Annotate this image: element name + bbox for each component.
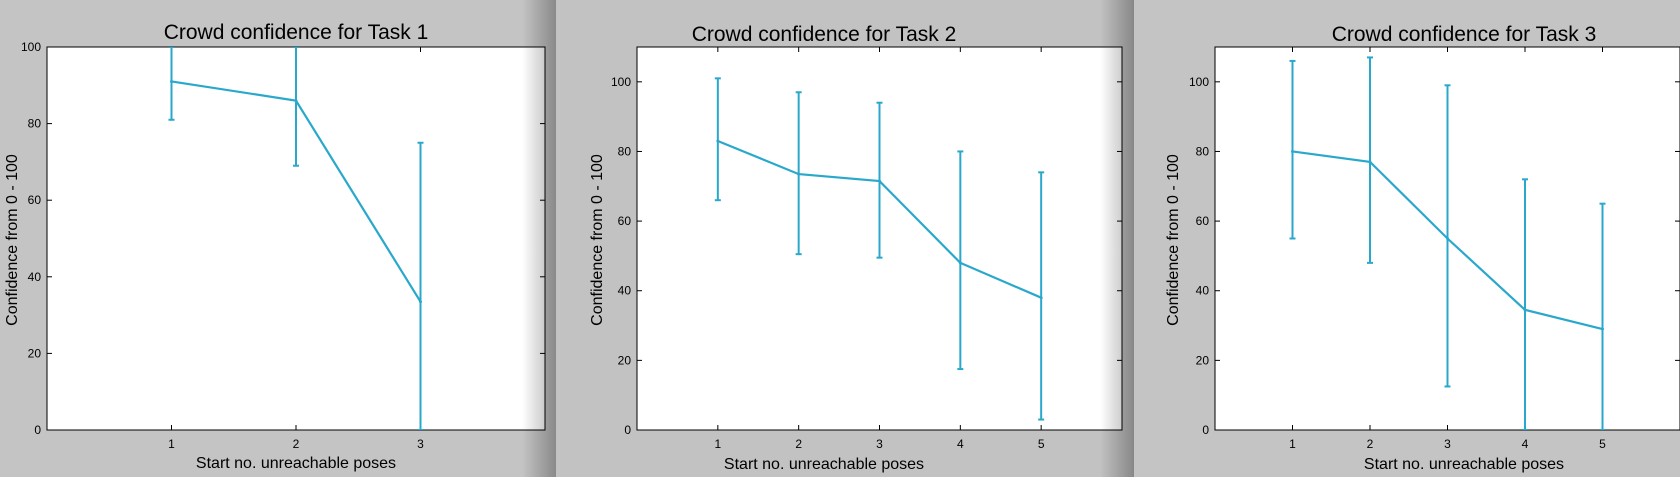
y-tick-label: 100 [21, 40, 41, 54]
data-point [294, 99, 298, 103]
x-tick-label: 3 [876, 437, 883, 451]
x-axis-label: Start no. unreachable poses [1364, 456, 1564, 473]
x-tick-label: 2 [795, 437, 802, 451]
y-tick-label: 0 [34, 423, 41, 437]
data-point [419, 300, 422, 304]
y-tick-label: 0 [1202, 423, 1209, 437]
series-group [714, 77, 1045, 421]
data-point [1368, 160, 1372, 164]
data-point [1446, 237, 1449, 240]
y-tick-label: 80 [1196, 144, 1210, 158]
chart-panel-task-1: Crowd confidence for Task 1 Start no. un… [0, 0, 556, 477]
y-tick-label: 20 [28, 346, 42, 360]
x-tick-label: 1 [168, 437, 175, 451]
x-tick-label: 1 [1289, 437, 1296, 451]
x-tick-label: 4 [957, 437, 964, 451]
data-point [1039, 296, 1043, 300]
chart-title: Crowd confidence for Task 1 [164, 21, 429, 44]
x-tick-label: 2 [293, 437, 300, 451]
chart-panel-task-3: Crowd confidence for Task 3 Start no. un… [1134, 0, 1680, 477]
data-point [878, 179, 881, 183]
y-tick-label: 80 [28, 117, 42, 131]
x-tick-label: 3 [1444, 437, 1451, 451]
y-tick-label: 40 [618, 284, 632, 298]
y-tick-label: 40 [28, 270, 42, 284]
data-point [1601, 327, 1604, 331]
data-point [716, 139, 720, 143]
x-tick-label: 4 [1522, 437, 1529, 451]
y-tick-label: 0 [624, 423, 631, 437]
data-point [958, 261, 962, 265]
x-axis-label: Start no. unreachable poses [196, 455, 396, 472]
chart-title: Crowd confidence for Task 3 [1332, 23, 1597, 46]
y-axis-label: Confidence from 0 - 100 [4, 154, 21, 326]
series-group [1289, 56, 1606, 430]
y-tick-label: 100 [1189, 75, 1209, 89]
y-tick-label: 60 [618, 214, 632, 228]
data-point [170, 79, 173, 83]
x-tick-label: 2 [1367, 437, 1374, 451]
y-tick-label: 80 [618, 144, 632, 158]
y-axis-label: Confidence from 0 - 100 [1165, 154, 1182, 326]
x-tick-label: 5 [1599, 437, 1606, 451]
x-tick-label: 3 [417, 437, 424, 451]
series-group [168, 47, 424, 430]
data-point [797, 172, 801, 176]
chart-svg-task-3: Crowd confidence for Task 3 Start no. un… [1165, 23, 1680, 473]
chart-title: Crowd confidence for Task 2 [692, 23, 957, 46]
y-tick-label: 60 [1196, 214, 1210, 228]
chart-svg-task-1: Crowd confidence for Task 1 Start no. un… [4, 21, 546, 472]
y-tick-label: 40 [1196, 284, 1210, 298]
y-tick-label: 20 [618, 353, 632, 367]
y-tick-label: 60 [28, 193, 42, 207]
chart-panel-task-2: Crowd confidence for Task 2 Start no. un… [556, 0, 1134, 477]
y-axis-label: Confidence from 0 - 100 [589, 154, 606, 326]
y-tick-label: 20 [1196, 353, 1210, 367]
x-tick-label: 1 [714, 437, 721, 451]
y-tick-label: 100 [611, 75, 631, 89]
data-point [1523, 308, 1527, 312]
x-tick-label: 5 [1038, 437, 1045, 451]
data-point [1291, 149, 1294, 153]
x-axis-label: Start no. unreachable poses [724, 456, 924, 473]
chart-svg-task-2: Crowd confidence for Task 2 Start no. un… [589, 23, 1123, 473]
